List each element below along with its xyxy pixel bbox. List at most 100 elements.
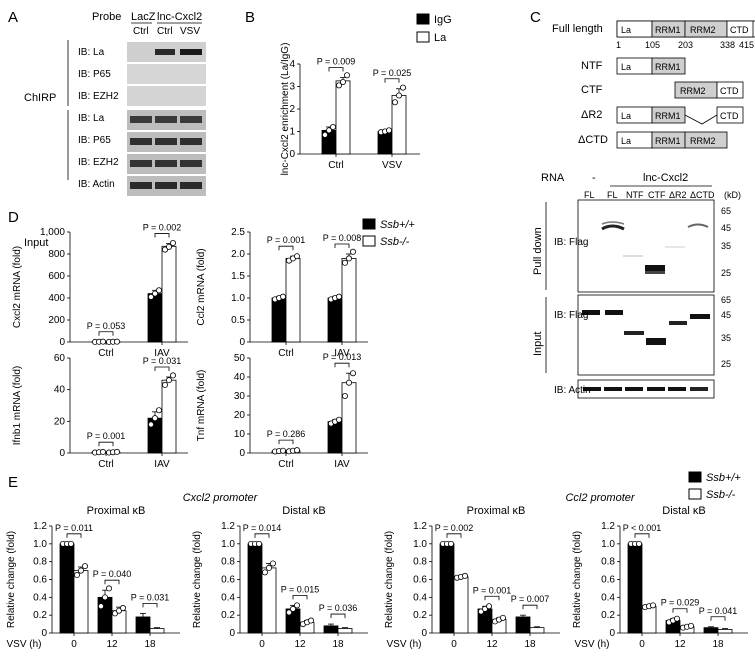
domain-label: RRM1 — [655, 25, 681, 35]
promoter-title: Ccl2 promoter — [565, 492, 635, 504]
p-value-label: P = 0.025 — [373, 68, 412, 78]
ib-flag-label: IB: Flag — [554, 310, 588, 321]
p-value-label: P = 0.031 — [131, 592, 170, 602]
y-tick-label: 600 — [48, 271, 65, 282]
y-tick-label: 0.5 — [231, 315, 245, 326]
y-axis-label: Ifnb1 mRNA (fold) — [12, 366, 23, 445]
data-point — [114, 448, 121, 455]
data-point — [325, 127, 332, 134]
panel-b-legend: IgG La — [416, 13, 452, 44]
marker-label: 35 — [721, 241, 731, 251]
bar — [97, 596, 113, 634]
bar — [59, 543, 75, 634]
marker-label: 65 — [721, 295, 731, 305]
significance-bracket — [98, 331, 114, 336]
domain-label: CTD — [720, 86, 739, 96]
blot-band — [180, 116, 202, 123]
y-tick-label: 20 — [234, 410, 246, 421]
data-point — [349, 248, 356, 255]
blot-band — [604, 387, 622, 391]
construct-name: ΔR2 — [581, 109, 602, 121]
domain-label: RRM1 — [655, 136, 681, 146]
x-tick-label: 18 — [144, 639, 156, 650]
blot-band — [130, 116, 152, 123]
y-axis-label: Cxcl2 mRNA (fold) — [12, 246, 23, 328]
significance-bracket — [634, 533, 650, 538]
significance-bracket — [66, 533, 82, 538]
y-tick-label: 0.8 — [413, 557, 427, 568]
data-point — [293, 253, 300, 260]
blot-band — [155, 138, 177, 145]
data-point — [279, 293, 286, 300]
blot-band — [583, 387, 601, 391]
blot-band — [668, 387, 686, 391]
y-axis-label: Ccl2 mRNA (fold) — [196, 248, 207, 325]
panel-letter-d: D — [8, 209, 19, 226]
legend-label: Ssb-/- — [706, 489, 736, 501]
y-axis-label: Tnf mRNA (fold) — [196, 370, 207, 442]
pulldown-label: Pull down — [532, 227, 544, 275]
y-tick-label: 0.6 — [601, 575, 615, 586]
chart-title: Distal κB — [282, 505, 325, 517]
marker-label: 25 — [721, 359, 731, 369]
x-tick-label: VSV — [382, 160, 402, 171]
p-value-label: P = 0.014 — [243, 523, 282, 533]
significance-bracket — [522, 604, 538, 610]
domain-ctd — [716, 81, 744, 99]
lane-label: ΔCTD — [690, 190, 715, 200]
data-point — [329, 124, 336, 131]
data-point — [120, 605, 127, 612]
p-value-label: P = 0.013 — [323, 352, 362, 362]
data-point — [481, 605, 488, 612]
significance-bracket — [104, 579, 120, 585]
bar — [717, 629, 733, 634]
data-point — [650, 602, 657, 609]
legend-label: Ssb-/- — [380, 236, 410, 248]
y-tick-label: 0.8 — [601, 557, 615, 568]
significance-bracket — [334, 243, 350, 248]
data-point — [279, 447, 286, 454]
blot-row-label: IB: P65 — [78, 69, 111, 80]
input-group-label: Input — [24, 237, 48, 249]
y-tick-label: 0.8 — [221, 557, 235, 568]
y-tick-label: 0.4 — [33, 592, 47, 603]
x-tick-label: 0 — [639, 639, 645, 650]
bar — [703, 627, 719, 634]
rna-label: RNA — [541, 172, 565, 184]
p-value-label: P = 0.007 — [511, 594, 550, 604]
legend-swatch-filled — [688, 471, 702, 483]
domain-label: La — [621, 111, 631, 121]
blot-band — [690, 314, 710, 319]
chart-e4: 0 0.2 0.4 0.6 0.8 1.0 1.2 Relative change (fold… — [572, 505, 748, 650]
p-value-label: P = 0.053 — [87, 321, 126, 331]
blot-band — [155, 182, 177, 189]
x-axis-label: VSV (h) — [6, 639, 41, 650]
y-tick-label: 0.2 — [33, 610, 47, 621]
kd-label: (kD) — [724, 190, 741, 200]
y-tick-label: 800 — [48, 249, 65, 260]
x-tick-label: 12 — [106, 639, 118, 650]
data-point — [106, 585, 113, 592]
panel-c-blots: RNA - lnc-Cxcl2 FL FL NTF CTF ΔR2 ΔCTD (… — [532, 172, 741, 399]
chart-d2: 0 0.5 1.0 1.5 2.0 2.5 Ccl2 mRNA (fold) Ctrl P = … — [196, 227, 368, 359]
data-point — [155, 287, 162, 294]
x-tick-label: IAV — [154, 348, 170, 359]
blot-band — [155, 49, 175, 55]
y-tick-label: 1.2 — [33, 521, 47, 532]
blot-band — [130, 182, 152, 189]
panel-letter-a: A — [8, 9, 18, 26]
actin-blot — [577, 379, 715, 399]
blot-row-label: IB: Actin — [78, 179, 115, 190]
legend-swatch-open — [416, 31, 430, 43]
significance-bracket — [142, 602, 158, 608]
data-point — [100, 448, 107, 455]
legend-swatch-open — [362, 235, 376, 247]
lane-label: FL — [584, 190, 595, 200]
bar — [135, 616, 151, 634]
blot-band — [625, 387, 643, 391]
significance-bracket — [254, 533, 270, 538]
y-tick-label: 0.8 — [33, 557, 47, 568]
construct-name: Full length — [552, 23, 603, 35]
data-point — [74, 572, 81, 579]
